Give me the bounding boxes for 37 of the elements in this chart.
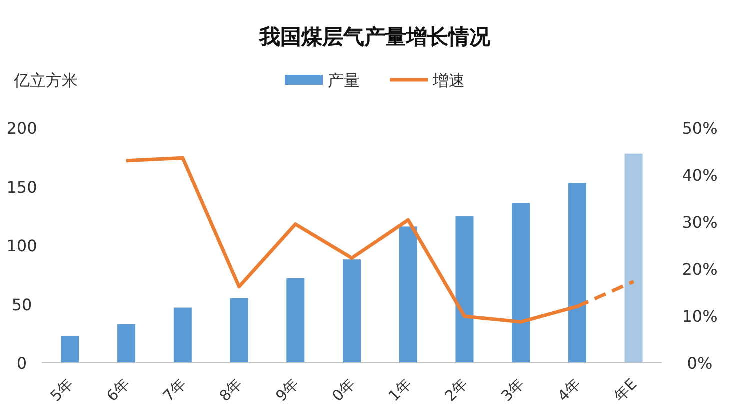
bar bbox=[624, 154, 643, 363]
y2-tick-label: 30% bbox=[682, 213, 718, 232]
chart-title: 我国煤层气产量增长情况 bbox=[258, 24, 492, 49]
legend-label: 产量 bbox=[328, 71, 360, 90]
bar bbox=[61, 336, 80, 363]
x-tick-label: 1年 bbox=[385, 375, 416, 405]
x-tick-label: 4年 bbox=[554, 375, 584, 405]
y-tick-label: 150 bbox=[6, 178, 38, 197]
bar bbox=[568, 183, 586, 363]
y-tick-label: 100 bbox=[6, 236, 38, 256]
x-tick-label: 年E bbox=[610, 375, 641, 405]
x-tick-label: 8年 bbox=[216, 375, 246, 405]
bar bbox=[118, 324, 136, 363]
x-tick-label: 5年 bbox=[46, 375, 78, 405]
x-tick-label: 9年 bbox=[272, 375, 302, 405]
x-tick-label: 7年 bbox=[160, 375, 190, 405]
bar bbox=[512, 203, 530, 363]
y2-tick-label: 0% bbox=[687, 354, 713, 373]
x-tick-label: 0年 bbox=[328, 375, 359, 405]
x-tick-label: 3年 bbox=[498, 375, 528, 405]
legend-label: 增速 bbox=[432, 71, 465, 90]
y2-tick-label: 40% bbox=[682, 166, 718, 185]
bar bbox=[399, 226, 418, 363]
x-tick-label: 6年 bbox=[103, 375, 134, 405]
bar bbox=[343, 260, 361, 363]
y2-tick-label: 10% bbox=[682, 307, 718, 326]
y-tick-label: 50 bbox=[12, 295, 32, 314]
y-tick-label: 0 bbox=[16, 354, 28, 373]
bar bbox=[456, 216, 474, 363]
bar bbox=[286, 278, 305, 363]
x-tick-label: 2年 bbox=[441, 375, 472, 405]
bar bbox=[230, 298, 248, 363]
y2-tick-label: 20% bbox=[682, 260, 718, 279]
y2-tick-label: 50% bbox=[682, 119, 718, 138]
bar bbox=[174, 308, 192, 363]
y-axis-title: 亿立方米 bbox=[13, 71, 78, 90]
y-tick-label: 200 bbox=[6, 119, 38, 138]
